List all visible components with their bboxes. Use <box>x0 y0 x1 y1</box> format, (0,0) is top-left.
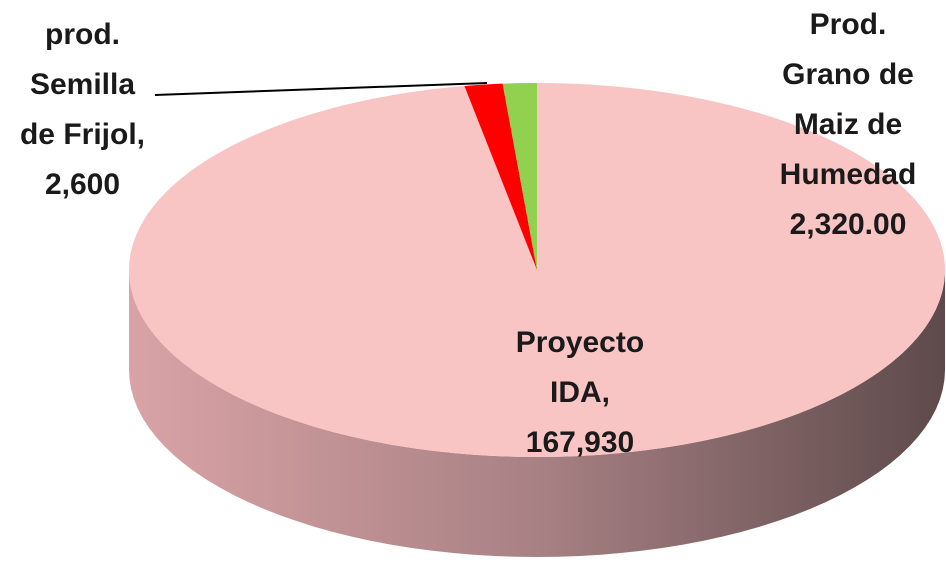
category-label: Proyecto IDA, <box>515 326 645 409</box>
slice <box>502 83 537 270</box>
value-label: 2,320.00 <box>789 208 907 241</box>
slice-label: Proyecto IDA, 167,930 <box>490 318 670 468</box>
slice-label: Prod. Grano de Maiz de Humedad 2,320.00 <box>768 0 928 250</box>
category-label: Prod. Grano de Maiz de Humedad <box>779 8 917 191</box>
leader-line <box>154 82 488 96</box>
slice-side <box>129 270 945 557</box>
slice <box>129 83 945 457</box>
slice-label: prod. Semilla de Frijol, 2,600 <box>10 10 155 210</box>
value-label: 167,930 <box>525 426 635 459</box>
value-label: 2,600 <box>44 168 121 201</box>
slice <box>464 83 537 271</box>
category-label: prod. Semilla de Frijol, <box>19 18 145 151</box>
